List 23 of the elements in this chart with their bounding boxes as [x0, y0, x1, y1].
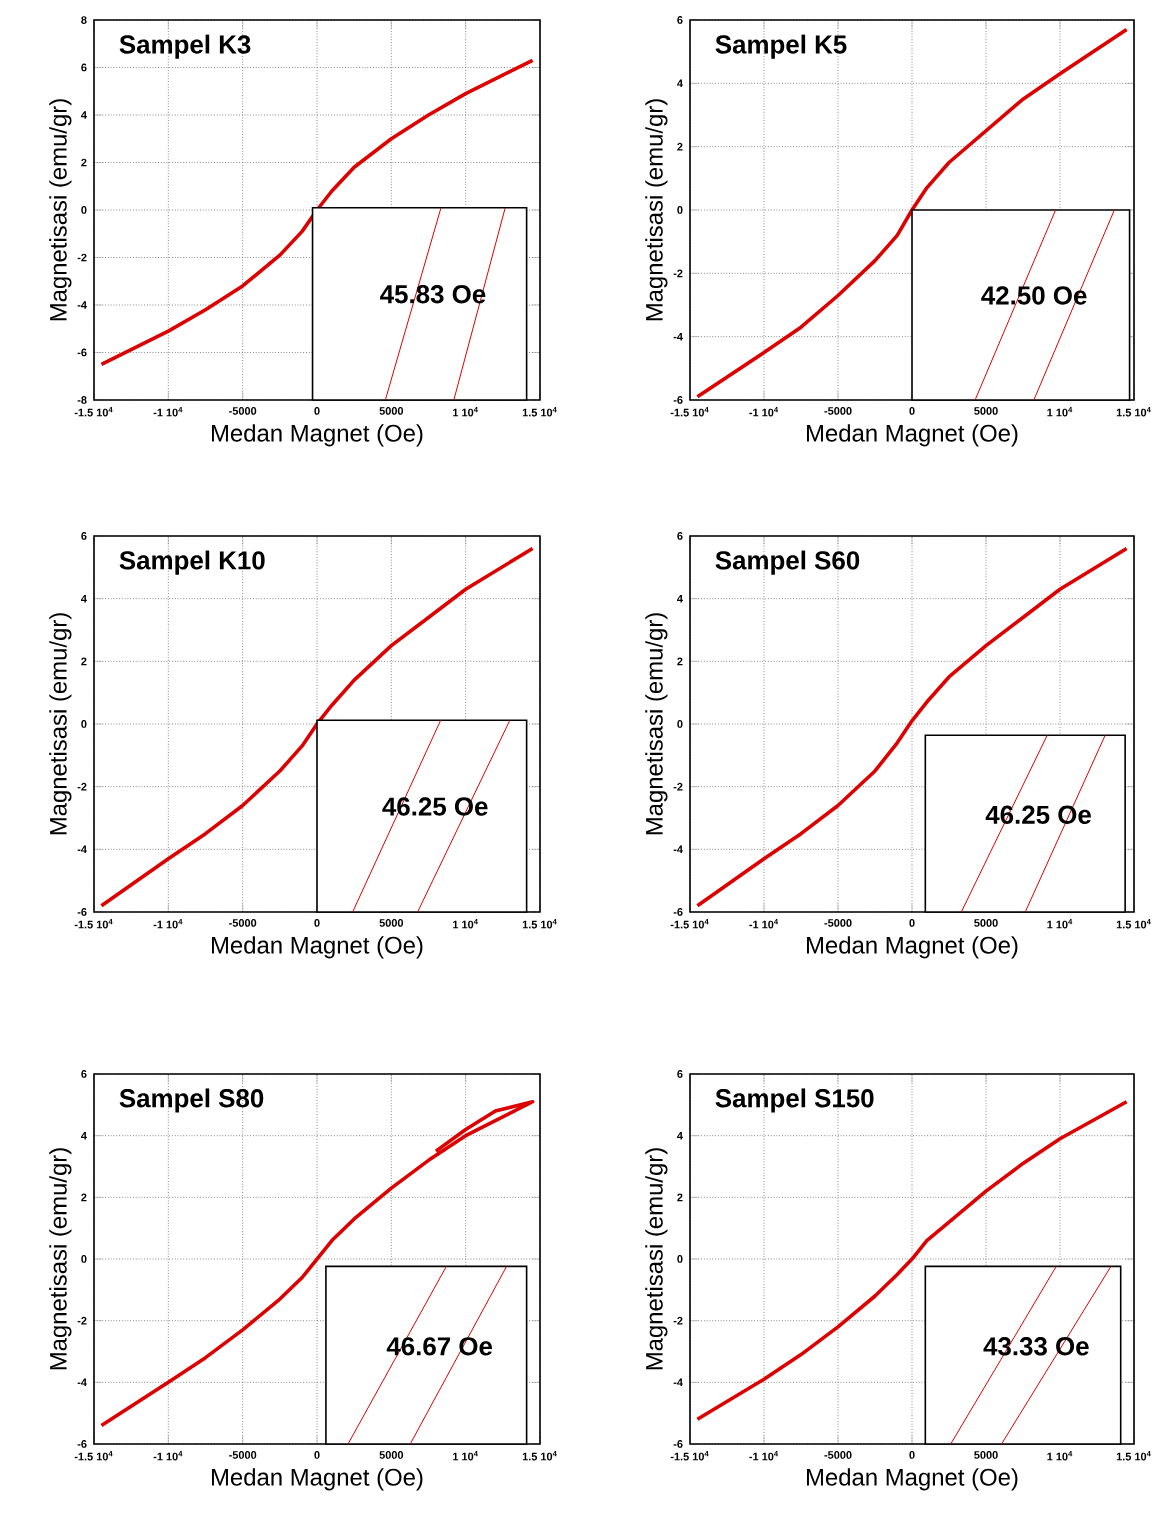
text: Sampel S80: [119, 1088, 264, 1113]
x-axis-title: Medan Magnet (Oe): [806, 936, 1018, 959]
line-series: [99, 58, 535, 367]
x-axis-title: Medan Magnet (Oe): [211, 1468, 423, 1491]
y-axis-title: Magnetisasi (emu/gr): [49, 613, 72, 835]
y-axis-title: Magnetisasi (emu/gr): [49, 1148, 72, 1370]
line-series: [99, 546, 535, 908]
x-axis-title: Medan Magnet (Oe): [211, 424, 423, 447]
y-axis-title: Magnetisasi (emu/gr): [49, 99, 72, 321]
x-axis-title: Medan Magnet (Oe): [806, 424, 1018, 447]
text: Sampel K5: [715, 34, 847, 59]
x-axis-title: Medan Magnet (Oe): [211, 936, 423, 959]
line-series: [695, 546, 1129, 908]
text: Sampel K10: [119, 550, 265, 575]
y-axis-title: Magnetisasi (emu/gr): [645, 99, 668, 321]
text: Sampel S150: [715, 1088, 874, 1113]
text: Sampel K3: [119, 34, 251, 59]
text: Sampel S60: [715, 550, 860, 575]
annotation: 45.83 Oe: [380, 285, 486, 304]
annotation: 43.33 Oe: [983, 1337, 1089, 1356]
y-axis-title: Magnetisasi (emu/gr): [645, 1148, 668, 1370]
x-axis-title: Medan Magnet (Oe): [806, 1468, 1018, 1491]
y-axis-title: Magnetisasi (emu/gr): [645, 613, 668, 835]
